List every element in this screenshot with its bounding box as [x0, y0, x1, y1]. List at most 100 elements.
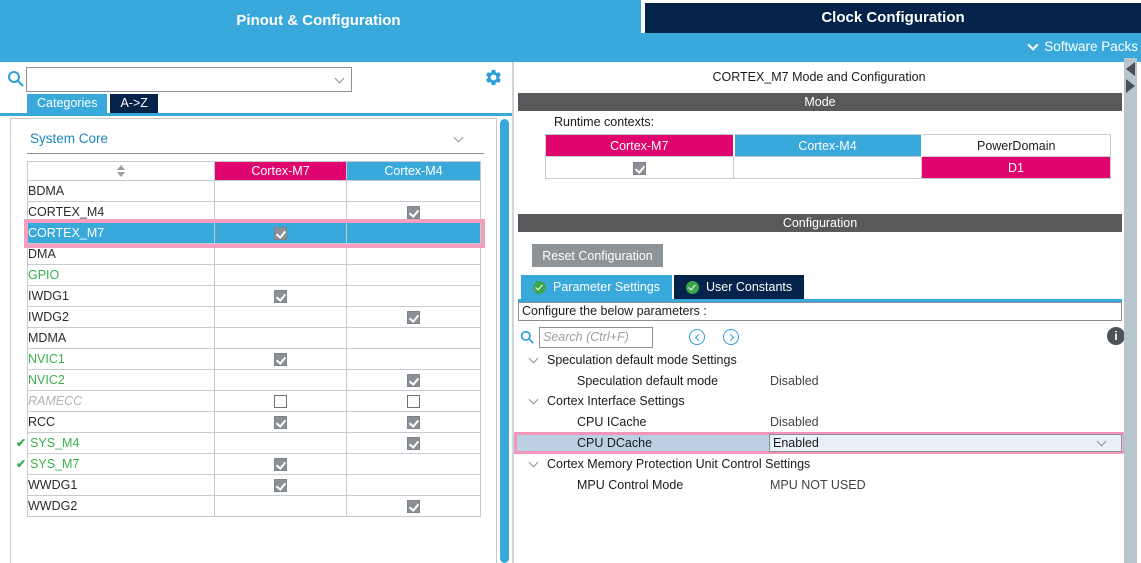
category-tabs: Categories A->Z	[27, 94, 158, 113]
tree-group-speculation-default-mode-settings[interactable]: Speculation default mode Settings	[514, 350, 1126, 371]
software-packs-menu[interactable]: Software Packs	[1027, 39, 1138, 54]
m4-checkbox[interactable]	[407, 374, 420, 388]
peripheral-row-sys_m4[interactable]: ✔ SYS_M4	[16, 432, 481, 454]
peripheral-row-dma[interactable]: DMA	[27, 243, 481, 265]
left-panel-scrollbar[interactable]	[500, 119, 509, 563]
value-text[interactable]: Disabled	[770, 373, 819, 388]
chevron-down-icon[interactable]	[528, 457, 539, 468]
cell-m4	[346, 474, 481, 496]
collapse-right-arrow-icon[interactable]	[1126, 79, 1135, 93]
cell-m4	[346, 390, 481, 412]
m7-checkbox[interactable]	[274, 479, 287, 493]
chevron-left-icon	[694, 333, 702, 341]
tree-param-cpu-icache[interactable]: CPU ICache Disabled	[514, 412, 1126, 433]
sort-column-header[interactable]	[27, 161, 215, 181]
peripheral-row-nvic2[interactable]: NVIC2	[27, 369, 481, 391]
cell-m7	[214, 369, 347, 391]
peripheral-name: IWDG2	[28, 310, 69, 324]
m4-checkbox[interactable]	[407, 206, 420, 220]
info-icon[interactable]: i	[1107, 327, 1125, 345]
system-core-section-header[interactable]: System Core	[30, 131, 464, 146]
previous-match-button[interactable]	[689, 329, 705, 345]
peripheral-row-ramecc[interactable]: RAMECC	[27, 390, 481, 412]
m4-checkbox[interactable]	[407, 395, 420, 409]
peripheral-row-wwdg2[interactable]: WWDG2	[27, 495, 481, 517]
ip-search-combobox[interactable]	[26, 67, 352, 92]
peripheral-row-gpio[interactable]: GPIO	[27, 264, 481, 286]
peripheral-list-panel: System Core Cortex-M7 Corte	[10, 118, 497, 563]
reset-configuration-button[interactable]: Reset Configuration	[532, 244, 663, 267]
cell-m7	[214, 180, 347, 202]
top-tab-bar: Pinout & Configuration Clock Configurati…	[0, 0, 1141, 62]
settings-gear-icon[interactable]	[484, 68, 503, 87]
cell-m4	[346, 369, 481, 391]
tree-param-speculation-default-mode[interactable]: Speculation default mode Disabled	[514, 371, 1126, 392]
tabs-underline	[0, 113, 512, 116]
peripheral-name: DMA	[28, 247, 56, 261]
ip-search-input[interactable]	[27, 68, 327, 91]
tab-parameter-settings[interactable]: Parameter Settings	[521, 275, 672, 299]
m7-checkbox[interactable]	[274, 290, 287, 304]
tab-user-constants[interactable]: User Constants	[674, 275, 805, 299]
peripheral-row-wwdg1[interactable]: WWDG1	[27, 474, 481, 496]
parameter-search-row: i	[520, 325, 1125, 349]
ok-check-icon	[686, 280, 699, 294]
value-text: Enabled	[773, 436, 819, 450]
chevron-down-icon[interactable]	[528, 353, 539, 364]
sort-asc-icon	[117, 165, 125, 170]
tab-a-z[interactable]: A->Z	[110, 94, 158, 113]
value-dropdown[interactable]: Enabled	[769, 434, 1122, 452]
m4-checkbox[interactable]	[407, 416, 420, 430]
m7-checkbox[interactable]	[274, 416, 287, 430]
sort-desc-icon	[117, 172, 125, 177]
tree-group-cortex-interface-settings[interactable]: Cortex Interface Settings	[514, 391, 1126, 412]
tree-label: Cortex Interface Settings	[547, 394, 685, 409]
m4-checkbox[interactable]	[407, 311, 420, 325]
ok-check-icon	[533, 280, 546, 294]
cell-m7	[214, 390, 347, 412]
peripheral-row-rcc[interactable]: RCC	[27, 411, 481, 433]
tab-pinout-configuration[interactable]: Pinout & Configuration	[236, 12, 401, 29]
m7-checkbox[interactable]	[274, 353, 287, 367]
peripheral-row-cortex_m7[interactable]: CORTEX_M7	[23, 218, 485, 248]
cell-m4	[346, 453, 481, 475]
column-header-cortex-m7[interactable]: Cortex-M7	[214, 161, 347, 181]
panel-collapse-strip[interactable]	[1124, 58, 1137, 563]
peripheral-row-iwdg2[interactable]: IWDG2	[27, 306, 481, 328]
sort-icon[interactable]	[28, 165, 214, 177]
tree-param-mpu-control-mode[interactable]: MPU Control Mode MPU NOT USED	[514, 475, 1126, 496]
m7-checkbox[interactable]	[274, 458, 287, 472]
next-match-button[interactable]	[723, 329, 739, 345]
peripheral-row-bdma[interactable]: BDMA	[27, 180, 481, 202]
chevron-down-icon[interactable]	[528, 394, 539, 405]
peripheral-row-mdma[interactable]: MDMA	[27, 327, 481, 349]
m4-checkbox[interactable]	[407, 437, 420, 451]
chevron-down-icon	[334, 73, 344, 83]
peripheral-name: CORTEX_M4	[28, 205, 105, 219]
peripheral-name: NVIC1	[28, 352, 65, 366]
cell-m7	[214, 453, 347, 475]
tab-clock-configuration[interactable]: Clock Configuration	[641, 0, 1141, 33]
collapse-left-arrow-icon[interactable]	[1126, 62, 1135, 76]
tree-group-cortex-memory-protection-unit-control-settings[interactable]: Cortex Memory Protection Unit Control Se…	[514, 454, 1126, 475]
peripheral-row-iwdg1[interactable]: IWDG1	[27, 285, 481, 307]
tree-param-cpu-dcache[interactable]: CPU DCache Enabled	[514, 432, 1126, 454]
runtime-contexts-table: Cortex-M7 Cortex-M4 PowerDomain D1	[545, 134, 1111, 179]
value-text[interactable]: Disabled	[770, 414, 819, 429]
software-packs-label: Software Packs	[1044, 39, 1138, 54]
m7-checkbox[interactable]	[274, 395, 287, 409]
m4-checkbox[interactable]	[407, 500, 420, 514]
value-text[interactable]: MPU NOT USED	[770, 477, 866, 492]
runtime-m4-cell[interactable]	[733, 156, 922, 179]
runtime-m7-checkbox[interactable]	[633, 161, 646, 175]
peripheral-row-sys_m7[interactable]: ✔ SYS_M7	[16, 453, 481, 475]
m7-checkbox[interactable]	[274, 227, 287, 241]
tab-categories[interactable]: Categories	[27, 94, 108, 113]
peripheral-row-nvic1[interactable]: NVIC1	[27, 348, 481, 370]
parameter-search-input[interactable]	[539, 326, 653, 348]
peripheral-row-cortex_m4[interactable]: CORTEX_M4	[27, 201, 481, 223]
column-header-cortex-m4[interactable]: Cortex-M4	[346, 161, 481, 181]
cell-m7	[214, 474, 347, 496]
search-dropdown-button[interactable]	[327, 73, 351, 83]
